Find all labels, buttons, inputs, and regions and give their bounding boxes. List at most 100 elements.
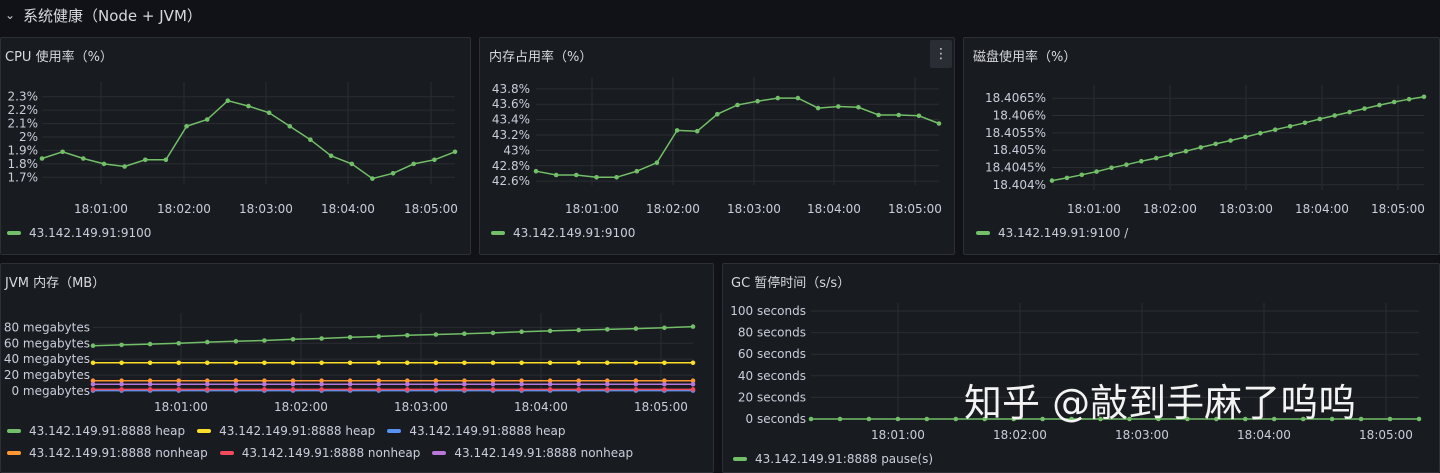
data-point <box>1064 175 1070 181</box>
data-point <box>233 381 239 387</box>
data-point <box>1168 152 1174 157</box>
chevron-down-icon[interactable]: ⌄ <box>5 8 16 22</box>
data-point <box>519 381 524 387</box>
data-point <box>176 387 181 392</box>
data-point <box>328 153 334 159</box>
data-point <box>233 360 239 366</box>
data-point <box>376 381 382 387</box>
data-point <box>347 360 353 366</box>
data-point <box>547 328 553 334</box>
legend-label: 43.142.149.91:8888 heap <box>29 424 186 438</box>
data-point <box>347 335 353 340</box>
y-tick-label: 18.406% <box>993 109 1046 123</box>
data-point <box>715 111 720 117</box>
data-point <box>519 387 524 392</box>
data-point <box>308 137 313 142</box>
data-point <box>896 112 901 118</box>
data-point <box>90 387 96 392</box>
legend-item[interactable]: 43.142.149.91:8888 heap <box>387 420 565 442</box>
data-point <box>662 360 667 366</box>
legend-swatch <box>197 429 212 433</box>
data-point <box>553 172 559 178</box>
y-tick-label: 2% <box>19 130 38 144</box>
legend-item[interactable]: 43.142.149.91:8888 nonheap <box>432 442 633 464</box>
legend-item[interactable]: 43.142.149.91:8888 heap <box>197 420 375 442</box>
legend-label: 43.142.149.91:9100 / <box>998 226 1129 240</box>
legend-swatch <box>491 231 505 235</box>
legend-item[interactable]: 43.142.149.91:8888 pause(s) <box>733 448 933 470</box>
x-tick-label: 18:01:00 <box>565 202 619 216</box>
y-tick-label: 80 seconds <box>738 326 806 340</box>
y-tick-label: 43.2% <box>492 128 530 142</box>
data-point <box>690 387 696 392</box>
y-tick-label: 18.404% <box>993 178 1046 192</box>
x-tick-label: 18:02:00 <box>274 400 328 414</box>
legend-label: 43.142.149.91:8888 heap <box>219 424 376 438</box>
data-point <box>290 387 296 392</box>
data-point <box>462 331 467 336</box>
y-tick-label: 43.4% <box>492 113 530 127</box>
y-tick-label: 18.405% <box>993 143 1046 157</box>
data-point <box>462 387 467 392</box>
x-tick-label: 18:05:00 <box>634 400 688 414</box>
data-point <box>876 112 881 118</box>
panel-mem[interactable]: 内存占用率（%） ⋮ 43.8% 43.6% 43.4% 43.2% 43% 42.8% 4… <box>479 37 955 255</box>
data-point <box>1153 155 1159 161</box>
data-point <box>205 378 210 383</box>
y-tick-label: 18.4045% <box>985 160 1046 174</box>
data-point <box>490 378 496 383</box>
data-point <box>1302 120 1308 126</box>
panel-gc[interactable]: GC 暂停时间（s/s） 100 seconds 80 seconds 60 sec… <box>722 263 1440 473</box>
data-point <box>490 330 496 336</box>
row-header[interactable]: ⌄ 系统健康（Node + JVM） <box>0 0 1440 30</box>
x-tick-label: 18:05:00 <box>1359 428 1413 442</box>
data-point <box>462 381 467 387</box>
legend-item[interactable]: 43.142.149.91:8888 nonheap <box>219 442 420 464</box>
data-point <box>836 104 841 109</box>
legend-item[interactable]: 43.142.149.91:8888 heap <box>7 420 185 442</box>
data-point <box>205 360 210 366</box>
legend-label: 43.142.149.91:8888 nonheap <box>454 446 634 460</box>
data-point <box>319 336 324 341</box>
y-tick-label: 1.7% <box>8 170 39 184</box>
data-point <box>452 149 458 155</box>
legend-item[interactable]: 43.142.149.91:9100 / <box>976 222 1128 244</box>
data-point <box>347 387 353 392</box>
x-tick-label: 18:04:00 <box>807 202 861 216</box>
jvm-chart: 80 megabytes 60 megabytes 40 megabytes 20 m… <box>4 313 696 414</box>
data-point <box>1329 416 1335 422</box>
panel-menu-button[interactable]: ⋮ <box>930 40 952 68</box>
y-tick-label: 42.8% <box>492 159 530 173</box>
data-point <box>287 124 293 129</box>
data-point <box>1156 416 1161 422</box>
x-tick-label: 18:04:00 <box>1295 202 1349 216</box>
data-point <box>405 387 410 392</box>
data-point <box>205 339 210 345</box>
panel-cpu[interactable]: CPU 使用率（%） 2.3% 2.2% 2.1% 2% 1.9% 1.8% 1.7% 18:… <box>0 37 471 255</box>
data-point <box>90 343 96 348</box>
data-point <box>90 378 96 383</box>
panel-jvm[interactable]: JVM 内存（MB） 80 megabytes 60 megabytes 40 me… <box>0 263 714 473</box>
legend-item[interactable]: 43.142.149.91:8888 nonheap <box>7 442 208 464</box>
data-point <box>490 381 496 387</box>
data-point <box>1127 416 1132 422</box>
gridlines <box>536 77 939 185</box>
panel-title: CPU 使用率（%） <box>5 50 113 65</box>
data-point <box>1391 99 1397 105</box>
data-point <box>1243 416 1248 422</box>
data-point <box>576 381 581 387</box>
panel-disk[interactable]: 磁盘使用率（%） 18.4065% 18.406% 18.4055% 18.405% 1… <box>963 37 1440 255</box>
legend-item[interactable]: 43.142.149.91:9100 <box>7 222 151 244</box>
data-point <box>81 156 86 161</box>
data-point <box>405 360 410 366</box>
legend-label: 43.142.149.91:9100 <box>29 226 152 240</box>
data-point <box>246 103 251 109</box>
data-point <box>1271 416 1277 422</box>
legend-item[interactable]: 43.142.149.91:9100 <box>491 222 635 244</box>
data-point <box>614 175 619 180</box>
data-point <box>1098 416 1103 422</box>
data-point <box>1079 172 1085 178</box>
data-point <box>433 381 439 387</box>
data-point <box>576 378 581 383</box>
data-point <box>147 341 153 347</box>
